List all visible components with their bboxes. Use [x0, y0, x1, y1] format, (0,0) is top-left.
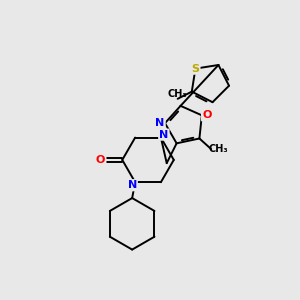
Text: CH₃: CH₃ — [168, 89, 188, 99]
Text: N: N — [128, 180, 137, 190]
Text: O: O — [202, 110, 212, 120]
Text: N: N — [159, 130, 169, 140]
Text: S: S — [191, 64, 200, 74]
Text: CH₃: CH₃ — [208, 144, 228, 154]
Text: N: N — [155, 118, 165, 128]
Text: O: O — [96, 155, 105, 165]
